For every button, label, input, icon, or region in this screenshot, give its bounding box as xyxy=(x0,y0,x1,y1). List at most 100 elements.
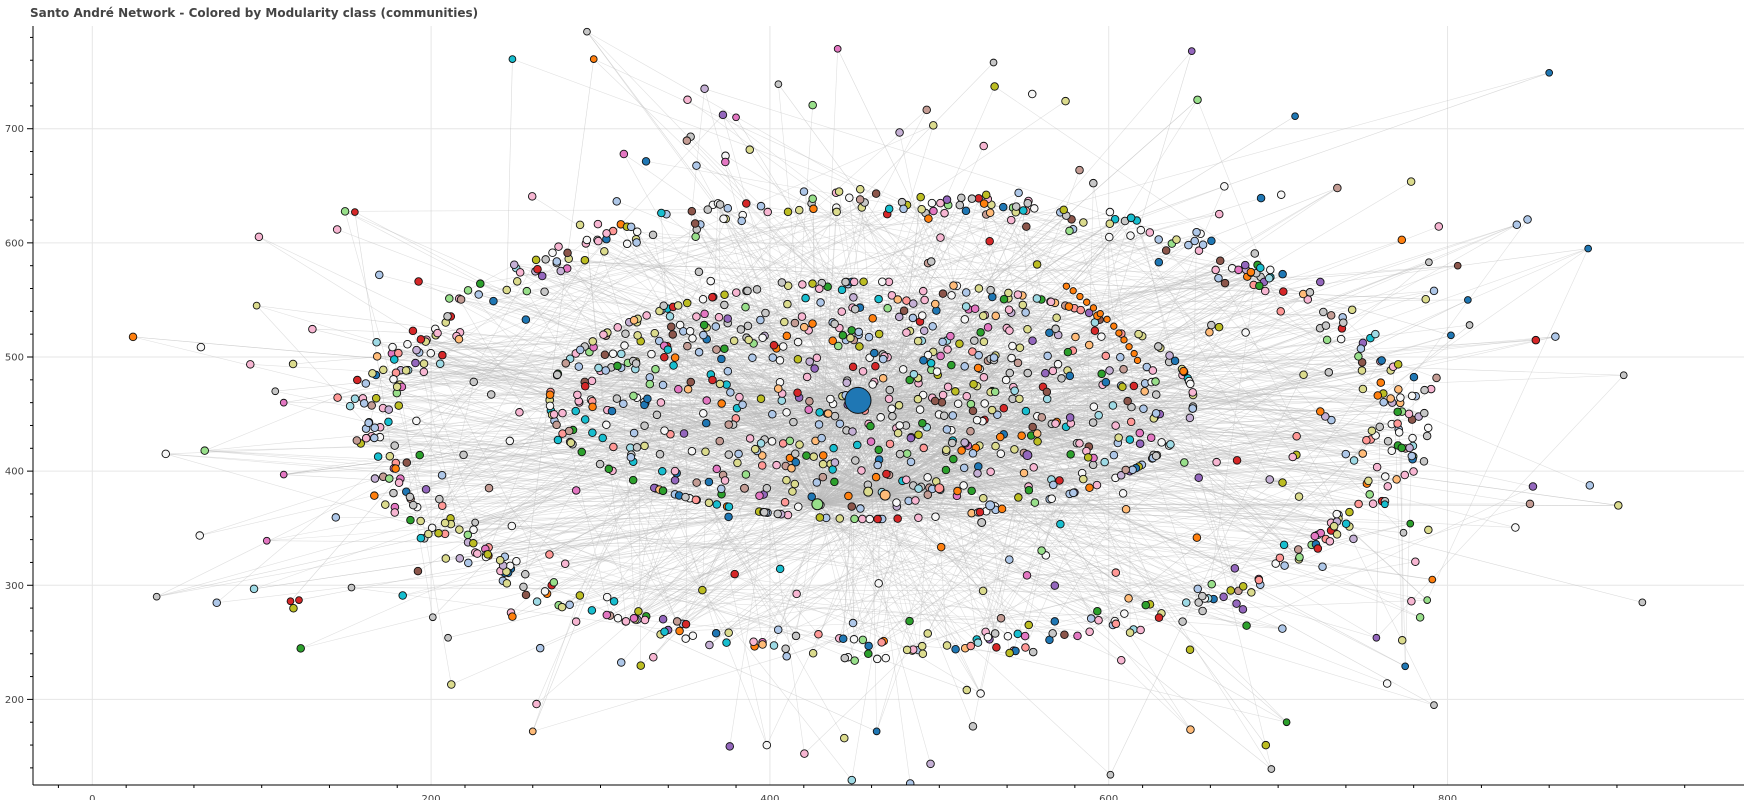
node xyxy=(456,295,466,304)
edge xyxy=(1143,408,1283,483)
edge xyxy=(512,335,1452,617)
node xyxy=(702,418,711,428)
node xyxy=(708,292,717,302)
node xyxy=(722,638,731,647)
edge xyxy=(936,228,1074,311)
edge xyxy=(1376,375,1624,638)
edge xyxy=(475,368,656,553)
edge xyxy=(715,326,747,338)
node xyxy=(736,325,746,334)
node xyxy=(1362,436,1371,445)
node xyxy=(909,370,919,379)
node xyxy=(1423,596,1432,604)
edge xyxy=(1018,497,1114,626)
edge xyxy=(982,421,1386,477)
node xyxy=(835,419,845,429)
node xyxy=(1375,422,1384,432)
edge xyxy=(283,474,861,509)
edge xyxy=(760,206,974,727)
edge xyxy=(908,464,1142,502)
node xyxy=(1013,290,1023,299)
node xyxy=(252,301,261,310)
node xyxy=(1254,575,1264,585)
node xyxy=(845,193,854,203)
edge xyxy=(817,217,1132,505)
node xyxy=(508,612,517,621)
edge xyxy=(389,478,818,505)
node xyxy=(545,390,555,399)
node xyxy=(1194,246,1204,255)
edge xyxy=(442,354,1125,614)
node xyxy=(787,464,796,473)
node xyxy=(1187,47,1196,55)
node xyxy=(902,475,911,484)
node xyxy=(906,433,916,443)
node xyxy=(848,427,857,436)
node xyxy=(1151,390,1161,399)
node xyxy=(587,376,597,386)
node xyxy=(923,629,932,638)
node xyxy=(987,405,997,415)
edge xyxy=(984,315,1272,770)
node xyxy=(983,323,993,332)
edge xyxy=(704,88,1204,246)
node xyxy=(1004,288,1013,298)
node xyxy=(855,195,865,204)
node xyxy=(1230,564,1240,573)
node xyxy=(976,689,985,698)
edge xyxy=(636,236,696,240)
edge xyxy=(817,391,991,505)
node xyxy=(914,513,923,523)
node xyxy=(416,335,426,344)
edge xyxy=(365,368,980,384)
node xyxy=(918,418,927,428)
edge xyxy=(561,494,886,608)
node xyxy=(743,286,752,296)
edge xyxy=(560,270,908,454)
edge xyxy=(851,377,919,781)
node xyxy=(437,471,447,480)
edge xyxy=(1120,224,1517,358)
node xyxy=(949,454,958,464)
node xyxy=(626,453,636,462)
node xyxy=(549,578,559,587)
node xyxy=(1198,606,1207,616)
node xyxy=(876,413,885,422)
edge xyxy=(407,211,837,345)
edge xyxy=(722,114,933,398)
edge xyxy=(742,369,932,405)
node xyxy=(895,421,904,430)
hub-node xyxy=(811,498,824,511)
node xyxy=(844,491,853,501)
node xyxy=(674,384,683,394)
node xyxy=(917,641,927,651)
node xyxy=(943,382,953,392)
node xyxy=(435,494,444,504)
edge xyxy=(679,599,1428,632)
node xyxy=(942,445,951,455)
node xyxy=(1118,382,1127,392)
edge xyxy=(803,191,859,401)
edge xyxy=(719,429,1399,442)
edge xyxy=(964,262,1430,649)
edge xyxy=(691,211,886,496)
node xyxy=(960,362,969,371)
node xyxy=(1088,418,1098,427)
edge xyxy=(630,218,727,448)
node xyxy=(840,653,850,663)
edge xyxy=(716,468,972,514)
edge xyxy=(817,503,1134,630)
node xyxy=(1409,372,1419,382)
edge xyxy=(716,454,1115,634)
edge xyxy=(801,316,856,461)
edge xyxy=(1025,312,1131,440)
node xyxy=(659,301,668,310)
node xyxy=(874,294,883,304)
edge xyxy=(925,212,1025,453)
edge xyxy=(857,391,956,401)
node xyxy=(541,255,550,264)
edge xyxy=(884,351,973,496)
node xyxy=(691,232,700,241)
edge xyxy=(884,289,991,496)
edge xyxy=(633,503,818,619)
